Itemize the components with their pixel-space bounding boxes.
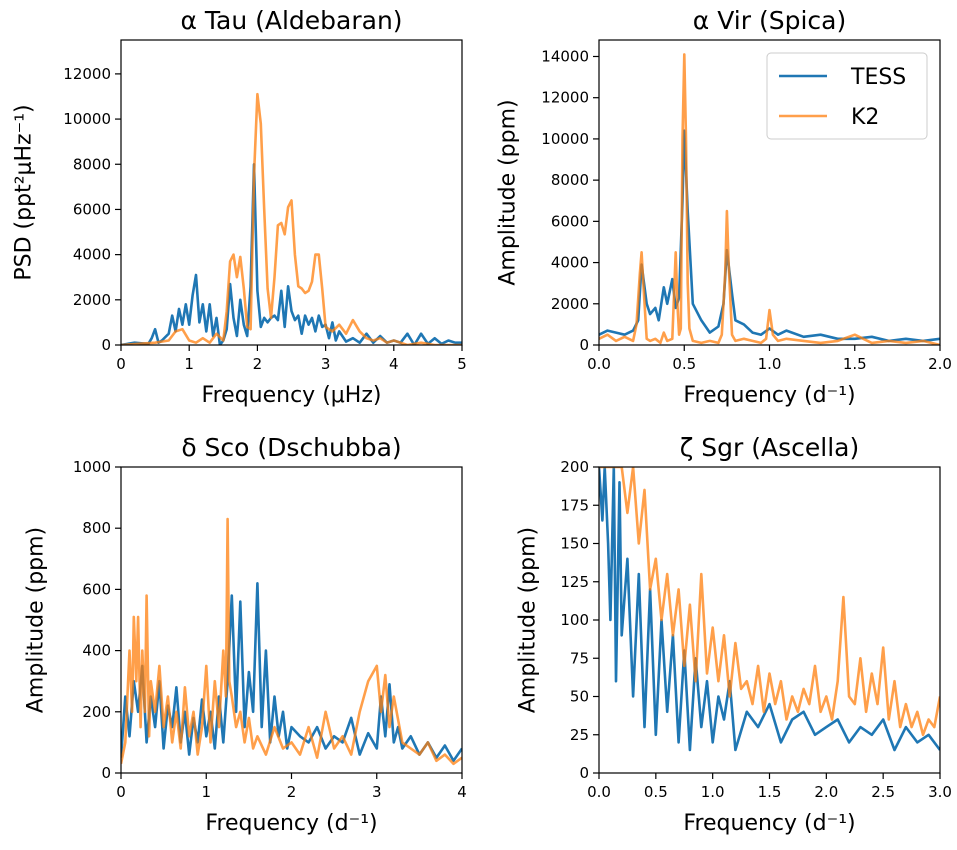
- x-tick-label: 0.5: [672, 355, 696, 373]
- y-tick-label: 0: [101, 764, 111, 782]
- y-axis-label: PSD (ppt²μHz⁻¹): [12, 104, 37, 280]
- y-tick-label: 50: [570, 688, 589, 706]
- chart-panel-2: 0.0 0.5 1.0 1.5 2.0 0 2000 4000 6000 8000 10000 120…: [496, 6, 952, 408]
- x-axis-label: Frequency (d⁻¹): [205, 811, 377, 836]
- legend-label-k2: K2: [851, 105, 879, 130]
- series-line-tess: [599, 467, 940, 752]
- y-tick-label: 125: [560, 573, 589, 591]
- y-tick-label: 0: [579, 336, 589, 354]
- y-tick-label: 25: [570, 726, 589, 744]
- x-axis-label: Frequency (d⁻¹): [683, 811, 855, 836]
- x-tick-label: 0: [116, 783, 126, 801]
- series-line-tess: [599, 129, 940, 343]
- series-line-k2: [599, 467, 940, 737]
- x-tick-label: 1.0: [701, 783, 725, 801]
- x-tick-label: 1.5: [758, 783, 782, 801]
- y-tick-label: 600: [82, 580, 111, 598]
- y-tick-label: 200: [82, 703, 111, 721]
- x-tick-label: 4: [389, 355, 399, 373]
- series-line-tess: [121, 163, 462, 345]
- y-tick-label: 200: [560, 458, 589, 476]
- panel-title: α Tau (Aldebaran): [180, 6, 402, 35]
- x-tick-label: 5: [457, 355, 467, 373]
- x-tick-label: 2.0: [928, 355, 952, 373]
- series-line-k2: [121, 92, 462, 345]
- x-tick-label: 1: [201, 783, 211, 801]
- x-tick-label: 0.0: [587, 355, 611, 373]
- x-axis-label: Frequency (d⁻¹): [683, 383, 855, 408]
- y-tick-label: 400: [82, 642, 111, 660]
- legend-box: [766, 52, 928, 140]
- y-tick-label: 4000: [551, 254, 589, 272]
- x-tick-label: 3: [321, 355, 331, 373]
- y-tick-label: 12000: [63, 65, 111, 83]
- x-tick-label: 0.5: [644, 783, 668, 801]
- y-tick-label: 14000: [541, 47, 589, 65]
- legend: TESS K2: [766, 52, 928, 140]
- chart-panel-1: 0 1 2 3 4 5 0 2000 4000 6000 8000 10000 12000 α Tau (…: [12, 6, 467, 408]
- y-axis-label: Amplitude (ppm): [24, 527, 49, 713]
- x-tick-label: 1.0: [758, 355, 782, 373]
- x-tick-label: 1: [184, 355, 194, 373]
- y-tick-label: 800: [82, 519, 111, 537]
- series-line-k2: [599, 53, 940, 345]
- axes-frame: [120, 39, 463, 346]
- y-tick-label: 0: [579, 764, 589, 782]
- y-tick-label: 1000: [73, 458, 111, 476]
- x-tick-label: 2.0: [814, 783, 838, 801]
- y-tick-label: 175: [560, 496, 589, 514]
- x-tick-label: 0: [116, 355, 126, 373]
- x-tick-label: 2.5: [871, 783, 895, 801]
- chart-panel-4: 0.0 0.5 1.0 1.5 2.0 2.5 3.0 0 25 50 75 100 125 150 175…: [516, 433, 952, 836]
- y-tick-label: 4000: [73, 246, 111, 264]
- y-tick-label: 8000: [551, 171, 589, 189]
- panel-title: α Vir (Spica): [693, 6, 846, 35]
- x-tick-label: 2: [287, 783, 297, 801]
- y-tick-label: 150: [560, 535, 589, 553]
- chart-panel-3: 0 1 2 3 4 0 200 400 600 800 1000 δ Sco (Dschubba) Fr…: [24, 433, 467, 836]
- y-tick-label: 100: [560, 611, 589, 629]
- x-tick-label: 3: [372, 783, 382, 801]
- y-tick-label: 10000: [541, 130, 589, 148]
- y-tick-label: 10000: [63, 110, 111, 128]
- x-axis-label: Frequency (μHz): [202, 383, 382, 408]
- x-tick-label: 1.5: [843, 355, 867, 373]
- x-tick-label: 2: [253, 355, 263, 373]
- x-tick-label: 4: [457, 783, 467, 801]
- y-tick-label: 2000: [551, 295, 589, 313]
- x-tick-label: 3.0: [928, 783, 952, 801]
- y-tick-label: 12000: [541, 89, 589, 107]
- y-tick-label: 6000: [73, 200, 111, 218]
- y-tick-label: 2000: [73, 291, 111, 309]
- series-line-k2: [121, 517, 462, 766]
- y-tick-label: 75: [570, 649, 589, 667]
- y-tick-label: 6000: [551, 212, 589, 230]
- legend-label-tess: TESS: [850, 65, 906, 90]
- y-tick-label: 8000: [73, 155, 111, 173]
- y-tick-label: 0: [101, 336, 111, 354]
- y-axis-label: Amplitude (ppm): [516, 527, 541, 713]
- x-tick-label: 0.0: [587, 783, 611, 801]
- panel-title: ζ Sgr (Ascella): [680, 433, 859, 462]
- y-axis-label: Amplitude (ppm): [496, 99, 521, 285]
- panel-title: δ Sco (Dschubba): [181, 433, 401, 462]
